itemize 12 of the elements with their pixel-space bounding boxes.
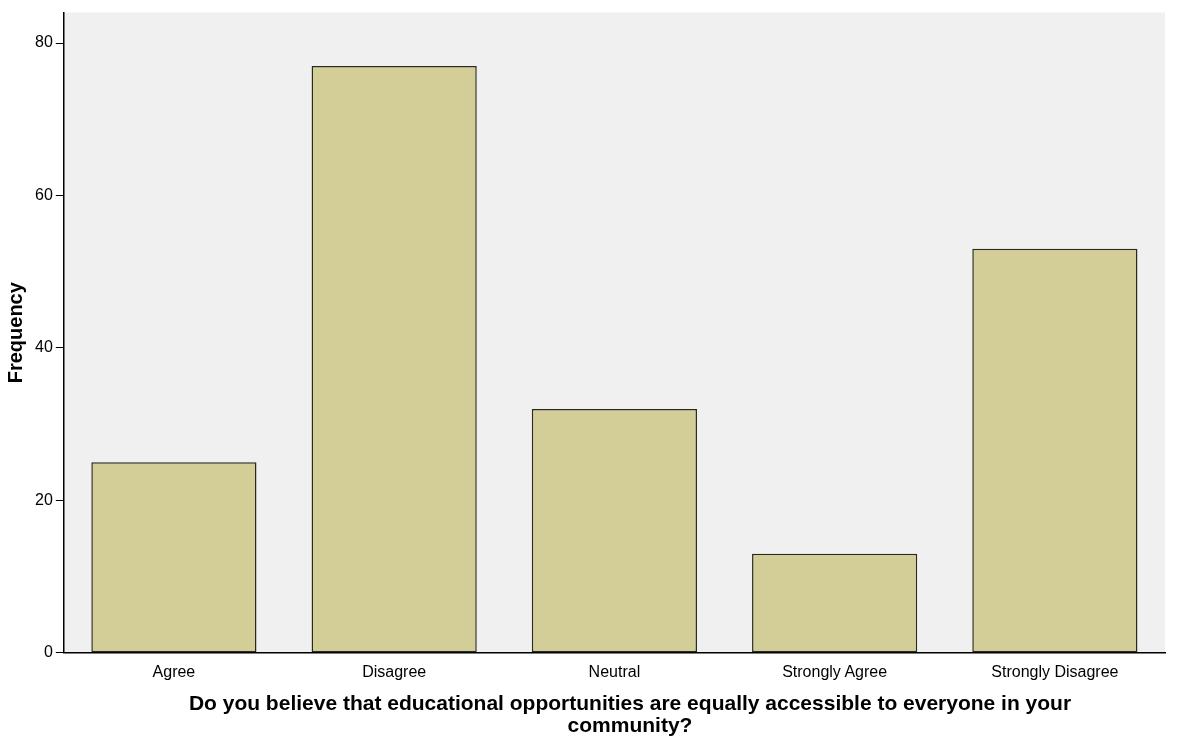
x-tick-label: Strongly Agree <box>782 662 888 680</box>
y-tick-label: 40 <box>35 338 53 356</box>
x-tick-label: Agree <box>152 662 196 680</box>
y-axis-title: Frequency <box>3 281 26 384</box>
x-tick-label: Disagree <box>362 662 427 680</box>
y-tick-label: 20 <box>35 490 53 508</box>
y-tick-label: 60 <box>35 185 53 203</box>
x-axis-title: Do you believe that educational opportunities are equally accessible to everyone in your community? <box>187 691 1073 736</box>
x-tick-label: Neutral <box>588 662 641 680</box>
y-tick-label: 0 <box>43 643 53 661</box>
y-tick-label: 80 <box>35 33 53 51</box>
x-tick-label: Strongly Disagree <box>991 662 1119 680</box>
